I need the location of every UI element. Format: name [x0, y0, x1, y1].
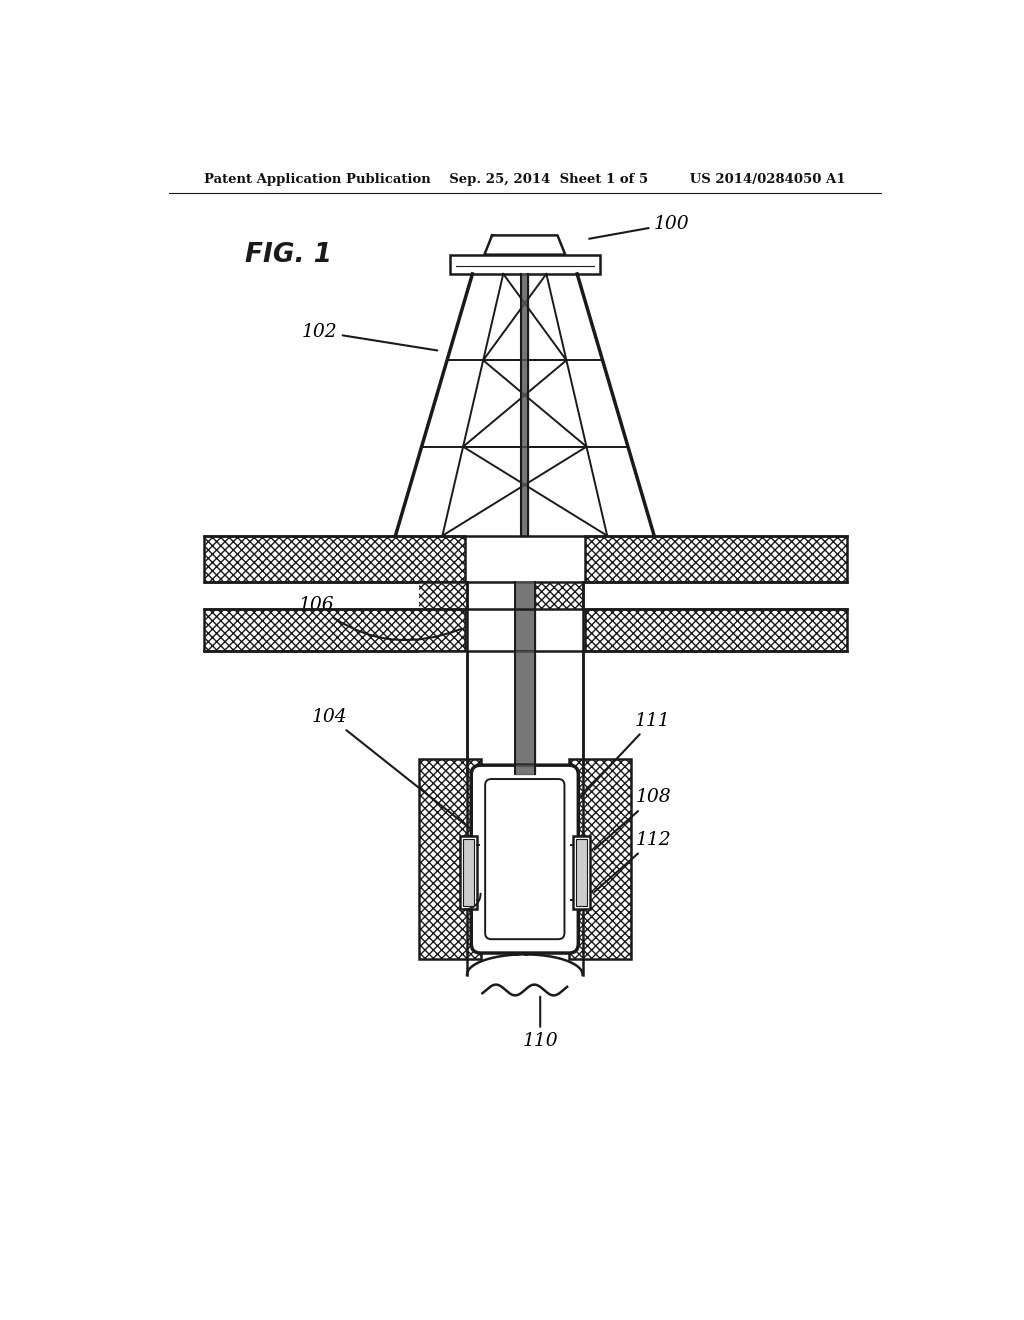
- Bar: [204, 536, 465, 582]
- Bar: [463, 840, 473, 906]
- Bar: [535, 651, 583, 775]
- Text: Patent Application Publication    Sep. 25, 2014  Sheet 1 of 5         US 2014/02: Patent Application Publication Sep. 25, …: [204, 173, 846, 186]
- FancyBboxPatch shape: [471, 766, 579, 953]
- Bar: [577, 840, 587, 906]
- Text: 110: 110: [522, 997, 558, 1051]
- Text: 112: 112: [594, 830, 672, 892]
- Text: 106: 106: [298, 597, 461, 640]
- Bar: [204, 609, 465, 651]
- Bar: [585, 609, 847, 651]
- Text: 100: 100: [589, 215, 690, 239]
- Text: 102: 102: [301, 322, 437, 351]
- Text: 109: 109: [511, 942, 547, 961]
- Polygon shape: [484, 235, 565, 255]
- Text: FIG. 1: FIG. 1: [245, 242, 332, 268]
- Bar: [419, 759, 480, 960]
- Bar: [450, 255, 600, 275]
- Bar: [419, 651, 467, 775]
- Text: 104: 104: [311, 708, 474, 832]
- FancyBboxPatch shape: [485, 779, 564, 940]
- Bar: [419, 582, 467, 609]
- Bar: [572, 836, 590, 909]
- Bar: [569, 759, 631, 960]
- Text: 108: 108: [594, 788, 672, 850]
- Bar: [535, 582, 583, 609]
- Text: 111: 111: [574, 711, 671, 803]
- Bar: [585, 536, 847, 582]
- Bar: [460, 836, 477, 909]
